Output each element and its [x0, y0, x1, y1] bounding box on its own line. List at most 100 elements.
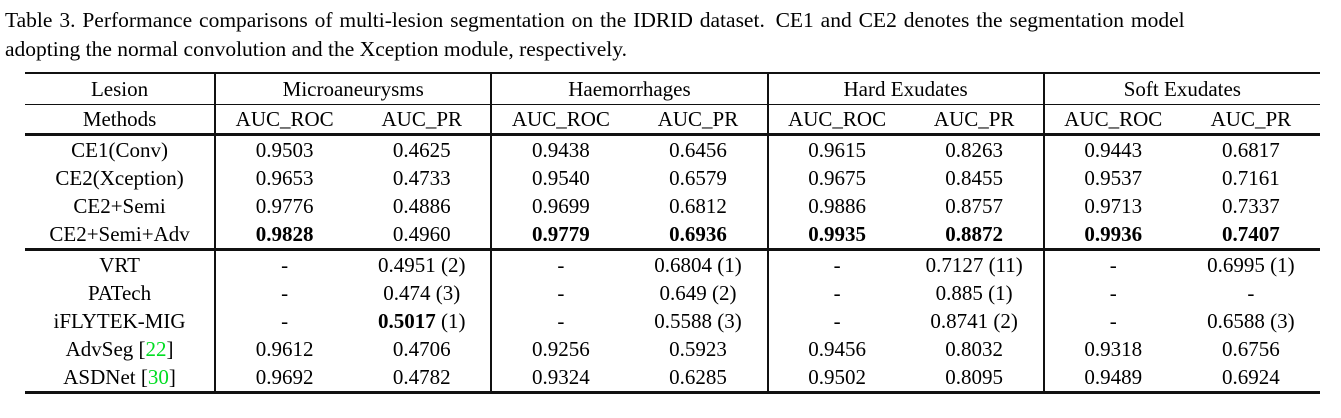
- table-row: ASDNet [30] 0.9692 0.4782 0.9324 0.6285 0.950…: [25, 363, 1320, 394]
- value-cell: 0.9489: [1043, 363, 1182, 394]
- value-cell: -: [1247, 281, 1255, 305]
- table-row: CE2+Semi 0.9776 0.4886 0.9699 0.6812 0.9886 0.…: [25, 192, 1320, 220]
- value-cell: 0.8872: [905, 220, 1045, 251]
- value-cell: 0.6812: [629, 192, 769, 220]
- value-cell: 0.885 (1): [905, 279, 1045, 307]
- value-cell: 0.9776: [255, 194, 314, 218]
- group-header-soft-exudates: Soft Exudates: [1043, 72, 1320, 105]
- value-cell: -: [1109, 309, 1117, 333]
- value-cell: 0.8757: [905, 192, 1045, 220]
- value-cell: 0.6804 (1): [629, 249, 769, 279]
- value-cell: -: [281, 309, 289, 333]
- value-cell: 0.9256: [532, 337, 590, 361]
- citation-ref[interactable]: 30: [147, 365, 169, 389]
- method-cell: PATech: [25, 279, 217, 307]
- value-cell: 0.9615: [808, 138, 866, 162]
- value-cell: 0.6756: [1222, 337, 1280, 361]
- metric-header-auc-roc: AUC_ROC: [491, 104, 630, 136]
- value-cell: 0.9540: [532, 166, 590, 190]
- value-cell: 0.4782: [353, 363, 493, 394]
- value-cell: -: [1109, 281, 1117, 305]
- method-cell: iFLYTEK-MIG: [25, 307, 217, 335]
- value-cell: 0.4951 (2): [353, 249, 493, 279]
- method-cell: ASDNet [30]: [25, 363, 217, 394]
- value-cell: -: [1109, 253, 1117, 277]
- table-row: CE1(Conv) 0.9503 0.4625 0.9438 0.6456 0.9615 0…: [25, 134, 1320, 164]
- metric-header-auc-roc: AUC_ROC: [767, 104, 906, 136]
- citation-ref[interactable]: 22: [145, 337, 167, 361]
- value-cell: 0.5923: [629, 335, 769, 363]
- value-cell: -: [557, 253, 565, 277]
- value-cell: 0.7407: [1181, 220, 1320, 251]
- value-cell: 0.6936: [629, 220, 769, 251]
- value-cell: 0.649 (2): [629, 279, 769, 307]
- value-cell: 0.9537: [1084, 166, 1143, 190]
- value-cell: 0.8263: [905, 134, 1045, 164]
- value-cell: 0.5588 (3): [629, 307, 769, 335]
- value-cell: 0.7161: [1222, 166, 1280, 190]
- value-cell: -: [833, 253, 841, 277]
- value-cell: 0.9886: [808, 194, 866, 218]
- value-cell: 0.6588 (3): [1207, 309, 1295, 333]
- group-header-haemorrhages: Haemorrhages: [491, 72, 769, 105]
- value-cell: -: [557, 281, 565, 305]
- group-header-hard-exudates: Hard Exudates: [767, 72, 1045, 105]
- value-cell: 0.6995 (1): [1207, 253, 1295, 277]
- method-cell: CE2+Semi+Adv: [25, 220, 217, 251]
- group-header-microaneurysms: Microaneurysms: [215, 72, 493, 105]
- metric-header-row: Methods AUC_ROC AUC_PR AUC_ROC AUC_PR AU…: [25, 104, 1320, 136]
- value-cell: 0.4960: [353, 220, 493, 251]
- caption-line-2: adopting the normal convolution and the …: [5, 37, 627, 61]
- caption-line-1: Table 3. Performance comparisons of mult…: [5, 8, 1185, 32]
- value-cell: 0.9324: [491, 363, 630, 394]
- value-cell: 0.9779: [491, 220, 630, 251]
- methods-header: Methods: [25, 104, 217, 136]
- value-cell: 0.6924: [1181, 363, 1320, 394]
- value-cell: 0.6579: [629, 164, 769, 192]
- section-competitors: VRT - 0.4951 (2) - 0.6804 (1) - 0.7127 (11) - 0.…: [25, 249, 1320, 394]
- section-proposed: CE1(Conv) 0.9503 0.4625 0.9438 0.6456 0.9615 0…: [25, 134, 1320, 251]
- value-cell: 0.9456: [808, 337, 866, 361]
- lesion-header: Lesion: [25, 72, 217, 105]
- value-cell: 0.8032: [905, 335, 1045, 363]
- value-cell: 0.9692: [215, 363, 354, 394]
- value-cell: -: [833, 309, 841, 333]
- metric-header-auc-roc: AUC_ROC: [215, 104, 354, 136]
- results-table: Lesion Microaneurysms Haemorrhages Hard …: [25, 72, 1320, 394]
- method-cell: CE1(Conv): [25, 134, 217, 164]
- table-caption: Table 3. Performance comparisons of mult…: [5, 6, 1185, 64]
- table-row: VRT - 0.4951 (2) - 0.6804 (1) - 0.7127 (11) - 0.…: [25, 249, 1320, 279]
- value-cell: 0.5017 (1): [353, 307, 493, 335]
- value-cell: -: [833, 281, 841, 305]
- value-cell: 0.9699: [532, 194, 590, 218]
- metric-header-auc-pr: AUC_PR: [905, 104, 1045, 136]
- table-row: CE2(Xception) 0.9653 0.4733 0.9540 0.6579 0.9…: [25, 164, 1320, 192]
- value-cell: 0.9713: [1084, 194, 1143, 218]
- value-cell: 0.8455: [905, 164, 1045, 192]
- value-cell: 0.9828: [215, 220, 354, 251]
- table-row: CE2+Semi+Adv 0.9828 0.4960 0.9779 0.6936 0.99…: [25, 220, 1320, 251]
- value-cell: 0.474 (3): [353, 279, 493, 307]
- value-cell: 0.4733: [353, 164, 493, 192]
- value-cell: 0.9675: [808, 166, 866, 190]
- value-cell: 0.6456: [629, 134, 769, 164]
- metric-header-auc-roc: AUC_ROC: [1043, 104, 1182, 136]
- table-row: iFLYTEK-MIG - 0.5017 (1) - 0.5588 (3) - 0.8741…: [25, 307, 1320, 335]
- method-cell: CE2+Semi: [25, 192, 217, 220]
- metric-header-auc-pr: AUC_PR: [1181, 104, 1320, 136]
- group-header-row: Lesion Microaneurysms Haemorrhages Hard …: [25, 72, 1320, 105]
- value-cell: 0.9438: [532, 138, 590, 162]
- value-cell: 0.8095: [905, 363, 1045, 394]
- value-cell: 0.4886: [353, 192, 493, 220]
- value-cell: 0.9935: [767, 220, 906, 251]
- value-cell: 0.7337: [1222, 194, 1280, 218]
- value-cell: -: [281, 281, 289, 305]
- value-cell: 0.9443: [1084, 138, 1143, 162]
- method-cell: CE2(Xception): [25, 164, 217, 192]
- value-cell: 0.9318: [1084, 337, 1143, 361]
- value-cell: 0.4625: [353, 134, 493, 164]
- method-cell: VRT: [25, 249, 217, 279]
- value-cell: 0.9936: [1043, 220, 1182, 251]
- metric-header-auc-pr: AUC_PR: [353, 104, 493, 136]
- metric-header-auc-pr: AUC_PR: [629, 104, 769, 136]
